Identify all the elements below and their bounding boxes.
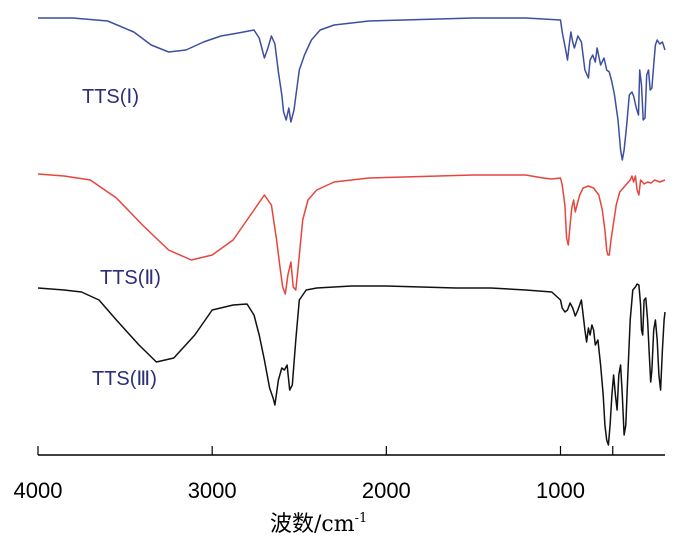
series-label-tts-ii: TTS(Ⅱ)	[100, 267, 161, 289]
x-tick-label: 4000	[14, 478, 63, 503]
series-layer	[37, 17, 666, 446]
x-tick-label: 1000	[536, 478, 585, 503]
x-tick-label: 3000	[188, 478, 237, 503]
series-line-1	[38, 17, 666, 161]
series-line-2	[37, 173, 666, 295]
series-line-3	[37, 283, 666, 446]
x-ticks: 4000 3000 2000 1000	[14, 446, 614, 503]
series-label-tts-iii: TTS(Ⅲ)	[92, 368, 157, 390]
x-tick-label: 2000	[362, 478, 411, 503]
x-axis-title: 波数/cm-1	[270, 511, 367, 537]
x-axis-title-text: 波数/cm	[270, 512, 355, 537]
x-axis-title-superscript: -1	[355, 511, 368, 526]
series-label-tts-i: TTS(Ⅰ)	[82, 86, 139, 108]
